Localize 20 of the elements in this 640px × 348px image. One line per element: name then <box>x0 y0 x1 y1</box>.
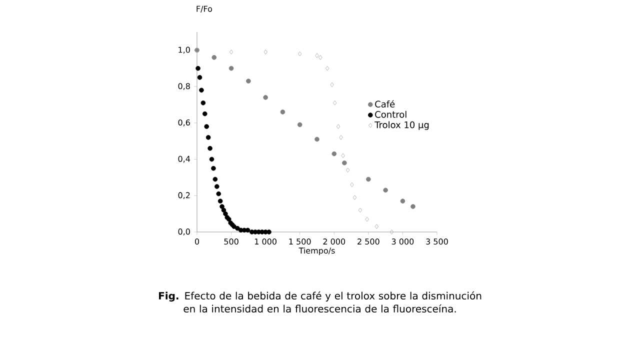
legend-label: Trolox 10 µg <box>374 121 429 130</box>
x-tick-label: 3 000 <box>392 238 414 245</box>
y-tick-label: 0,4 <box>178 156 190 163</box>
y-tick-label: 0,2 <box>178 192 190 200</box>
y-axis-title: F/Fo <box>196 6 212 12</box>
x-tick-label: 2 000 <box>323 238 346 245</box>
legend-label: Control <box>375 110 406 118</box>
x-tick-label: 1 000 <box>255 238 276 245</box>
x-tick-label: 2 500 <box>358 238 380 245</box>
legend-label: Café <box>375 100 395 108</box>
y-tick-label: 0,8 <box>178 83 190 90</box>
text: Fig. Efecto de la bebida de café y el trolox sobre la disminución en la intensidad en la fluorescencia de la fluoresceína. <box>158 291 482 313</box>
x-tick-label: 1 500 <box>289 238 311 245</box>
y-tick-label: 1,0 <box>178 46 190 54</box>
y-tick-label: 0,0 <box>178 228 190 236</box>
x-tick-label: 500 <box>224 238 238 245</box>
x-axis-title: Tiempo/s <box>298 247 335 256</box>
y-tick-label: 0,6 <box>178 119 190 126</box>
x-tick-label: 0 <box>194 238 200 245</box>
x-tick-label: 3 500 <box>426 238 448 245</box>
